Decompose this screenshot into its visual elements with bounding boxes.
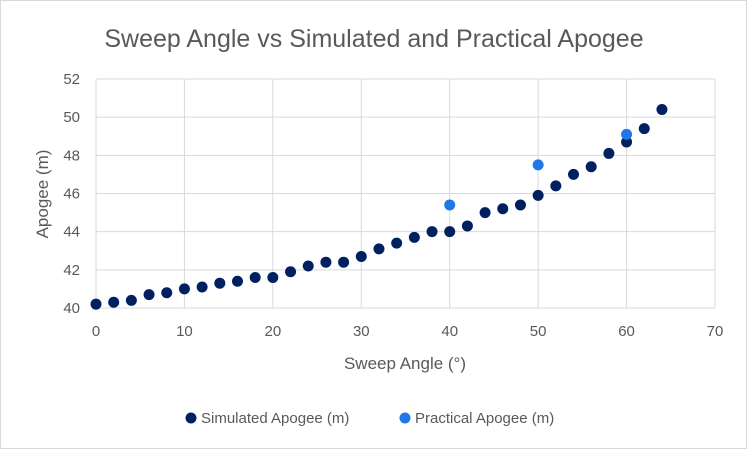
simulated-point [214,277,226,289]
y-tick-label: 42 [63,262,80,279]
y-tick-label: 44 [63,224,80,241]
simulated-point [108,296,120,308]
simulated-point [514,199,526,211]
simulated-point [497,203,509,215]
x-tick-label: 30 [353,323,370,340]
simulated-point [90,298,102,310]
y-tick-label: 50 [63,109,80,126]
simulated-point [267,271,279,283]
simulated-point [338,256,350,268]
simulated-point [568,168,580,180]
data-points [90,104,668,310]
x-tick-labels: 0 10 20 30 40 50 60 70 [92,323,724,340]
x-tick-label: 40 [441,323,458,340]
simulated-point [178,283,190,295]
series-practical [444,128,633,211]
y-tick-label: 48 [63,147,80,164]
legend: Simulated Apogee (m) Practical Apogee (m… [185,410,554,427]
practical-point [621,128,633,140]
x-tick-label: 10 [176,323,193,340]
simulated-point [603,147,615,159]
simulated-point [656,104,668,116]
simulated-point [355,250,367,262]
x-tick-label: 50 [530,323,547,340]
simulated-point [196,281,208,293]
legend-label-simulated: Simulated Apogee (m) [201,410,349,427]
simulated-point [373,243,385,255]
legend-item-practical: Practical Apogee (m) [399,410,554,427]
x-axis-title: Sweep Angle (°) [344,354,466,373]
simulated-point [231,275,243,287]
simulated-point [249,271,261,283]
simulated-point [143,289,155,301]
chart-title: Sweep Angle vs Simulated and Practical A… [104,25,643,53]
simulated-point [320,256,332,268]
simulated-point [285,266,297,278]
simulated-point [125,294,137,306]
x-tick-label: 60 [618,323,635,340]
y-tick-labels: 40 42 44 46 48 50 52 [63,71,80,317]
series-simulated [90,104,668,310]
legend-label-practical: Practical Apogee (m) [415,410,554,427]
legend-marker-practical [399,412,411,424]
simulated-point [461,220,473,232]
simulated-point [621,136,633,148]
x-tick-label: 70 [707,323,724,340]
simulated-point [550,180,562,192]
simulated-point [532,189,544,201]
simulated-point [585,161,597,173]
y-axis-title: Apogee (m) [33,150,52,239]
practical-point [532,159,544,171]
y-tick-label: 52 [63,71,80,88]
simulated-point [161,287,173,299]
y-tick-label: 40 [63,300,80,317]
simulated-point [426,226,438,238]
legend-item-simulated: Simulated Apogee (m) [185,410,349,427]
simulated-point [408,231,420,243]
gridlines [95,78,716,309]
simulated-point [444,226,456,238]
simulated-point [302,260,314,272]
simulated-point [638,123,650,135]
simulated-point [479,207,491,219]
simulated-point [391,237,403,249]
y-tick-label: 46 [63,186,80,203]
legend-marker-simulated [185,412,197,424]
practical-point [444,199,456,211]
x-tick-label: 20 [265,323,282,340]
x-tick-label: 0 [92,323,100,340]
